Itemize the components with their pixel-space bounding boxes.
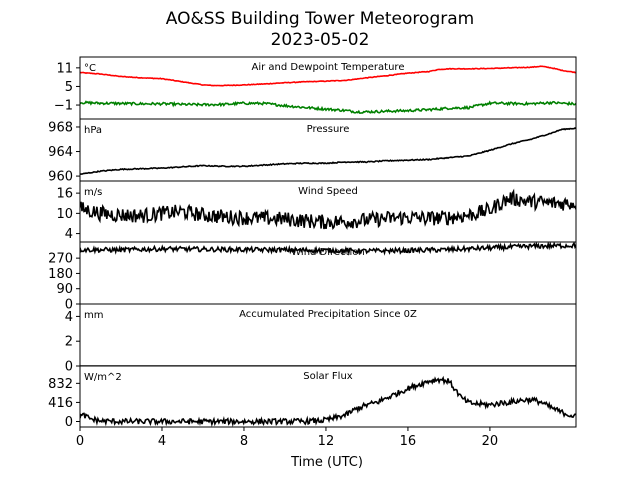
y-tick-label-temperature: 11: [56, 61, 73, 76]
y-tick-label-temperature: 5: [65, 80, 73, 95]
y-tick-label-precip: 0: [65, 360, 73, 375]
y-tick-label-wind: 10: [56, 207, 73, 222]
panel-title-pressure: Pressure: [307, 124, 350, 135]
panel-title-direction: Wind Direction: [291, 247, 365, 258]
series-line-temperature-1: [80, 100, 576, 114]
y-tick-label-direction: 90: [56, 282, 73, 297]
panel-wind: 16 10 4 m/s Wind Speed: [56, 180, 577, 243]
unit-label-solar: W/m^2: [84, 372, 122, 383]
y-tick-label-precip: 2: [65, 335, 73, 350]
x-tick-label: 16: [400, 434, 417, 449]
x-tick-label: 12: [318, 434, 335, 449]
y-tick-label-precip: 4: [65, 310, 73, 325]
unit-label-precip: mm: [84, 310, 103, 321]
y-tick-label-wind: 16: [56, 187, 73, 202]
panel-frame-solar: [79, 365, 577, 428]
panel-title-precip: Accumulated Precipitation Since 0Z: [239, 309, 417, 320]
y-tick-label-solar: 0: [65, 415, 73, 430]
panel-solar: 832 416 0 W/m^2 Solar Flux: [48, 365, 577, 430]
unit-label-pressure: hPa: [84, 125, 102, 136]
x-tick-label: 0: [76, 434, 84, 449]
chart-title: AO&SS Building Tower Meteorogram: [166, 9, 474, 29]
panel-precip: 4 2 0 mm Accumulated Precipitation Since 0Z: [65, 303, 577, 375]
y-tick-label-wind: 4: [65, 227, 73, 242]
y-tick-label-direction: 270: [48, 252, 73, 267]
x-axis: 0 4 8 12 16 20: [76, 427, 498, 449]
y-tick-label-pressure: 968: [48, 120, 73, 135]
series-line-pressure-0: [80, 127, 576, 175]
panel-title-solar: Solar Flux: [303, 371, 353, 382]
y-tick-label-pressure: 964: [48, 145, 73, 160]
x-axis-label: Time (UTC): [290, 455, 363, 470]
x-tick-label: 8: [240, 434, 248, 449]
panel-pressure: 968 964 960 hPa Pressure: [48, 118, 577, 185]
series-line-direction-0: [80, 242, 576, 256]
series-line-temperature-0: [80, 65, 576, 87]
y-tick-label-direction: 0: [65, 298, 73, 313]
panel-title-temperature: Air and Dewpoint Temperature: [252, 62, 405, 73]
y-tick-label-pressure: 960: [48, 170, 73, 185]
y-tick-label-direction: 180: [48, 267, 73, 282]
panel-temperature: 11 5 −1 °C Air and Dewpoint Temperature: [54, 56, 577, 120]
y-tick-label-solar: 832: [48, 377, 73, 392]
x-tick-label: 4: [158, 434, 166, 449]
panels-group: 115−1°C Air and Dewpoint Temperature96896…: [48, 56, 577, 430]
unit-label-wind: m/s: [84, 187, 102, 198]
series-line-solar-0: [80, 375, 576, 427]
y-tick-label-solar: 416: [48, 396, 73, 411]
unit-label-temperature: °C: [84, 63, 96, 74]
y-tick-label-temperature: −1: [54, 99, 73, 114]
panel-title-wind: Wind Speed: [298, 186, 358, 197]
chart-date: 2023-05-02: [271, 30, 370, 50]
x-tick-label: 20: [482, 434, 499, 449]
series-line-wind-0: [80, 188, 576, 230]
